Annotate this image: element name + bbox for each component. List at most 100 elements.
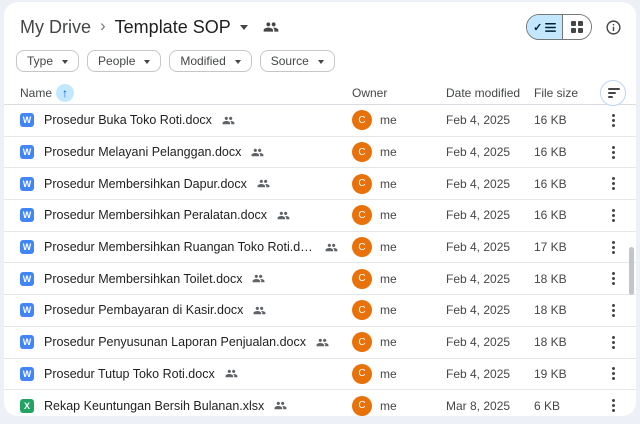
file-name-cell: W Prosedur Pembayaran di Kasir.docx — [20, 303, 338, 318]
table-header: Name ↑ Owner Date modified File size — [4, 80, 636, 106]
filter-chip-label: Source — [270, 54, 309, 68]
details-button[interactable] — [605, 19, 622, 36]
column-label: Name — [20, 86, 53, 100]
file-name: Rekap Keuntungan Bersih Bulanan.xlsx — [44, 398, 265, 413]
filter-chip-type[interactable]: Type — [16, 50, 80, 72]
filter-chip-modified[interactable]: Modified — [169, 50, 252, 72]
file-row[interactable]: W Prosedur Pembayaran di Kasir.docx C me… — [4, 295, 636, 327]
file-size: 18 KB — [534, 335, 567, 350]
file-name-cell: X Rekap Keuntungan Bersih Bulanan.xlsx — [20, 398, 338, 413]
file-row[interactable]: W Prosedur Membersihkan Toilet.docx C me… — [4, 263, 636, 296]
owner-cell: C me — [338, 395, 433, 416]
more-options-button[interactable] — [601, 298, 625, 322]
file-name-cell: W Prosedur Melayani Pelanggan.docx — [20, 145, 338, 160]
column-header-date-modified[interactable]: Date modified — [446, 86, 521, 100]
file-name-cell: W Prosedur Penyusunan Laporan Penjualan.… — [20, 335, 338, 350]
file-size: 6 KB — [534, 398, 561, 413]
file-row[interactable]: W Prosedur Membersihkan Ruangan Toko Rot… — [4, 231, 636, 264]
file-row[interactable]: W Prosedur Membersihkan Peralatan.docx C… — [4, 200, 636, 232]
breadcrumb-current-folder[interactable]: Template SOP — [114, 17, 231, 37]
list-view-button[interactable]: ✓ — [527, 15, 563, 39]
grid-view-button[interactable] — [562, 15, 591, 39]
file-row[interactable]: W Prosedur Membersihkan Dapur.docx C me … — [4, 168, 636, 201]
file-size: 16 KB — [534, 176, 567, 191]
more-options-button[interactable] — [601, 235, 625, 259]
column-header-file-size[interactable]: File size — [534, 86, 579, 100]
file-type-icon: W — [20, 240, 34, 255]
avatar: C — [352, 300, 372, 321]
file-name: Prosedur Membersihkan Dapur.docx — [44, 176, 247, 191]
chevron-right-icon: › — [100, 16, 106, 35]
file-row[interactable]: X Rekap Keuntungan Bersih Bulanan.xlsx C… — [4, 390, 636, 416]
owner-name: me — [380, 303, 397, 318]
sort-lines-icon — [608, 88, 620, 90]
dropdown-caret-icon — [62, 59, 69, 67]
more-options-icon — [611, 372, 615, 376]
more-options-button[interactable] — [601, 172, 625, 196]
avatar: C — [352, 142, 372, 163]
owner-name: me — [380, 366, 397, 381]
scrollbar-thumb[interactable] — [629, 247, 634, 295]
file-list: W Prosedur Buka Toko Roti.docx C me Feb … — [4, 105, 636, 416]
file-type-icon: W — [20, 366, 34, 381]
owner-cell: C me — [338, 205, 433, 226]
more-options-button[interactable] — [601, 394, 625, 416]
shared-people-icon — [325, 241, 338, 254]
dropdown-caret-icon — [144, 59, 151, 67]
folder-dropdown-caret-icon[interactable] — [239, 25, 248, 34]
sort-ascending-icon[interactable]: ↑ — [56, 84, 75, 102]
filter-chip-label: People — [98, 54, 136, 68]
shared-people-icon — [274, 399, 287, 412]
file-size: 16 KB — [534, 145, 567, 160]
more-options-button[interactable] — [601, 362, 625, 386]
owner-cell: C me — [338, 300, 433, 321]
date-modified: Feb 4, 2025 — [446, 366, 511, 381]
more-options-button[interactable] — [601, 330, 625, 354]
breadcrumb: My Drive › Template SOP — [20, 16, 279, 38]
dropdown-caret-icon — [234, 59, 241, 67]
date-modified: Feb 4, 2025 — [446, 113, 511, 128]
more-options-icon — [611, 213, 615, 217]
more-options-button[interactable] — [601, 108, 625, 132]
avatar: C — [352, 205, 372, 226]
file-name: Prosedur Pembayaran di Kasir.docx — [44, 303, 244, 318]
column-header-name[interactable]: Name ↑ — [20, 84, 338, 102]
avatar: C — [352, 395, 372, 416]
file-row[interactable]: W Prosedur Tutup Toko Roti.docx C me Feb… — [4, 358, 636, 391]
info-icon — [606, 19, 621, 35]
more-options-button[interactable] — [601, 267, 625, 291]
date-modified: Feb 4, 2025 — [446, 145, 511, 160]
file-row[interactable]: W Prosedur Penyusunan Laporan Penjualan.… — [4, 326, 636, 359]
shared-people-icon — [251, 146, 264, 159]
avatar: C — [352, 237, 372, 258]
more-options-button[interactable] — [601, 140, 625, 164]
check-icon: ✓ — [533, 21, 543, 34]
more-options-icon — [611, 245, 615, 249]
owner-cell: C me — [338, 237, 433, 258]
shared-people-icon — [253, 304, 266, 317]
more-options-icon — [611, 340, 615, 344]
file-size: 19 KB — [534, 366, 567, 381]
file-name: Prosedur Membersihkan Peralatan.docx — [44, 208, 268, 223]
date-modified: Mar 8, 2025 — [446, 398, 511, 413]
avatar: C — [352, 110, 372, 131]
file-row[interactable]: W Prosedur Buka Toko Roti.docx C me Feb … — [4, 105, 636, 137]
more-options-button[interactable] — [601, 203, 625, 227]
column-header-owner[interactable]: Owner — [352, 86, 388, 100]
filter-chip-people[interactable]: People — [87, 50, 162, 72]
file-name: Prosedur Membersihkan Ruangan Toko Roti.… — [44, 240, 315, 255]
more-options-icon — [611, 150, 615, 154]
owner-cell: C me — [338, 363, 433, 384]
file-size: 17 KB — [534, 240, 567, 255]
filter-chip-source[interactable]: Source — [259, 50, 335, 72]
owner-name: me — [380, 271, 397, 286]
more-options-icon — [611, 308, 615, 312]
file-name: Prosedur Buka Toko Roti.docx — [44, 113, 212, 128]
file-row[interactable]: W Prosedur Melayani Pelanggan.docx C me … — [4, 136, 636, 169]
folder-shared-people-icon — [263, 19, 279, 35]
sort-options-button[interactable] — [600, 80, 626, 106]
breadcrumb-my-drive[interactable]: My Drive — [20, 17, 91, 37]
file-type-icon: W — [20, 271, 34, 286]
owner-name: me — [380, 113, 397, 128]
view-controls: ✓ — [526, 14, 622, 40]
